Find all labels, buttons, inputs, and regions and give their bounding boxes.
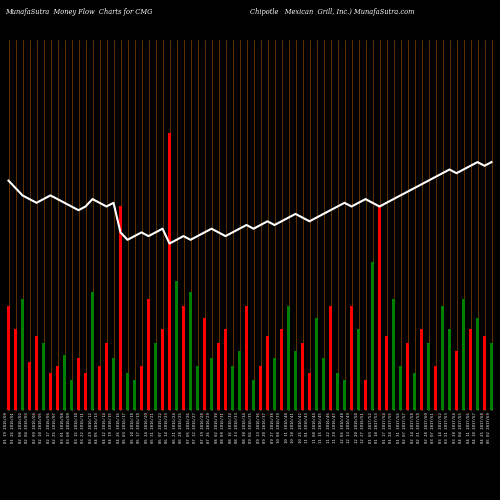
Bar [168, 132, 172, 410]
Bar [230, 366, 234, 410]
Bar [314, 318, 318, 410]
Bar [392, 299, 396, 410]
Bar [188, 292, 192, 410]
Bar [294, 351, 298, 410]
Bar [118, 206, 122, 410]
Bar [6, 306, 10, 410]
Bar [378, 206, 382, 410]
Bar [34, 336, 38, 410]
Bar [420, 328, 424, 410]
Bar [202, 318, 206, 410]
Bar [300, 344, 304, 410]
Bar [448, 328, 452, 410]
Bar [174, 280, 178, 410]
Bar [112, 358, 116, 410]
Bar [20, 299, 24, 410]
Bar [322, 358, 326, 410]
Bar [42, 344, 46, 410]
Bar [342, 380, 346, 410]
Bar [490, 344, 494, 410]
Bar [406, 344, 409, 410]
Bar [48, 373, 52, 410]
Bar [328, 306, 332, 410]
Bar [364, 380, 368, 410]
Bar [224, 328, 228, 410]
Bar [146, 299, 150, 410]
Bar [258, 366, 262, 410]
Bar [132, 380, 136, 410]
Bar [266, 336, 270, 410]
Bar [412, 373, 416, 410]
Bar [398, 366, 402, 410]
Bar [286, 306, 290, 410]
Bar [462, 299, 466, 410]
Bar [210, 358, 214, 410]
Bar [62, 354, 66, 410]
Bar [252, 380, 256, 410]
Bar [238, 351, 242, 410]
Text: MunafaSutra  Money Flow  Charts for CMG: MunafaSutra Money Flow Charts for CMG [5, 8, 152, 16]
Bar [244, 306, 248, 410]
Bar [356, 328, 360, 410]
Bar [440, 306, 444, 410]
Bar [350, 306, 354, 410]
Bar [308, 373, 312, 410]
Bar [160, 328, 164, 410]
Bar [216, 344, 220, 410]
Bar [280, 328, 283, 410]
Text: Chipotle   Mexican  Grill, Inc.) MunafaSutra.com: Chipotle Mexican Grill, Inc.) MunafaSutr… [250, 8, 414, 16]
Bar [104, 344, 108, 410]
Bar [70, 380, 73, 410]
Bar [56, 366, 60, 410]
Bar [336, 373, 340, 410]
Bar [482, 336, 486, 410]
Bar [454, 351, 458, 410]
Bar [154, 344, 158, 410]
Bar [76, 358, 80, 410]
Bar [426, 344, 430, 410]
Bar [28, 362, 32, 410]
Bar [272, 358, 276, 410]
Bar [370, 262, 374, 410]
Bar [476, 318, 480, 410]
Bar [90, 292, 94, 410]
Bar [84, 373, 87, 410]
Bar [384, 336, 388, 410]
Bar [468, 328, 472, 410]
Bar [98, 366, 102, 410]
Bar [126, 373, 130, 410]
Bar [434, 366, 438, 410]
Bar [196, 366, 200, 410]
Bar [182, 306, 186, 410]
Bar [140, 366, 143, 410]
Bar [14, 328, 18, 410]
